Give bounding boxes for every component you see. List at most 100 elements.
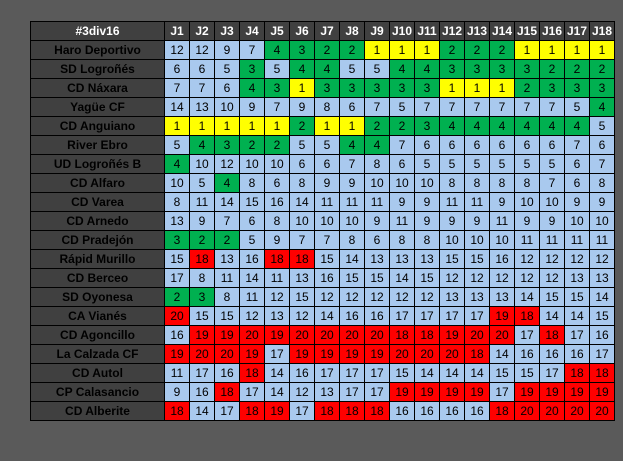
table-row: Haro Deportivo 12 12 9 7 4 3 2 2 1 1 1 2 2 2 1 1 1 1 — [30, 40, 615, 60]
position-cell: 10 — [539, 192, 565, 212]
position-cell: 6 — [564, 154, 590, 174]
position-cell: 5 — [339, 59, 365, 79]
position-cell: 15 — [539, 287, 565, 307]
position-cell: 17 — [214, 401, 240, 421]
position-cell: 14 — [339, 249, 365, 269]
position-cell: 12 — [364, 287, 390, 307]
position-cell: 17 — [439, 306, 465, 326]
position-cell: 17 — [389, 306, 415, 326]
team-name: CD Alberite — [30, 401, 165, 421]
position-cell: 10 — [289, 211, 315, 231]
position-cell: 12 — [214, 154, 240, 174]
position-cell: 18 — [239, 363, 265, 383]
position-cell: 16 — [389, 401, 415, 421]
position-cell: 15 — [164, 249, 190, 269]
position-cell: 11 — [264, 268, 290, 288]
position-cell: 2 — [164, 287, 190, 307]
position-cell: 1 — [489, 78, 515, 98]
team-name: CD Berceo — [30, 268, 165, 288]
position-cell: 11 — [589, 230, 615, 250]
position-cell: 1 — [539, 40, 565, 60]
team-name: CD Autol — [30, 363, 165, 383]
position-cell: 6 — [289, 154, 315, 174]
position-cell: 14 — [539, 306, 565, 326]
column-header: J5 — [264, 21, 290, 41]
column-header: J3 — [214, 21, 240, 41]
position-cell: 3 — [239, 59, 265, 79]
position-cell: 5 — [389, 97, 415, 117]
position-cell: 11 — [314, 192, 340, 212]
position-cell: 1 — [589, 40, 615, 60]
position-cell: 18 — [514, 306, 540, 326]
position-cell: 17 — [264, 344, 290, 364]
position-cell: 15 — [489, 363, 515, 383]
position-cell: 2 — [514, 78, 540, 98]
position-cell: 17 — [539, 363, 565, 383]
position-cell: 1 — [264, 116, 290, 136]
position-cell: 9 — [239, 97, 265, 117]
position-cell: 18 — [314, 401, 340, 421]
position-cell: 2 — [464, 40, 490, 60]
position-cell: 9 — [189, 211, 215, 231]
position-cell: 8 — [189, 268, 215, 288]
column-header: J12 — [439, 21, 465, 41]
position-cell: 15 — [364, 268, 390, 288]
position-cell: 2 — [489, 40, 515, 60]
position-cell: 5 — [514, 154, 540, 174]
position-cell: 20 — [564, 401, 590, 421]
position-cell: 4 — [564, 116, 590, 136]
position-cell: 16 — [539, 344, 565, 364]
position-cell: 20 — [414, 344, 440, 364]
position-cell: 3 — [364, 78, 390, 98]
position-cell: 16 — [589, 325, 615, 345]
position-cell: 3 — [264, 78, 290, 98]
position-cell: 7 — [239, 40, 265, 60]
position-cell: 7 — [264, 97, 290, 117]
column-header: J9 — [364, 21, 390, 41]
table-row: CP Calasancio 9 16 18 17 14 12 13 17 17 19 19 19 19 17… — [30, 382, 615, 402]
position-cell: 14 — [514, 287, 540, 307]
position-cell: 15 — [439, 249, 465, 269]
position-cell: 19 — [514, 382, 540, 402]
position-cell: 16 — [189, 382, 215, 402]
position-cell: 20 — [339, 325, 365, 345]
position-cell: 18 — [414, 325, 440, 345]
position-cell: 5 — [464, 154, 490, 174]
position-cell: 3 — [414, 116, 440, 136]
position-cell: 13 — [214, 249, 240, 269]
position-cell: 8 — [589, 173, 615, 193]
position-cell: 12 — [439, 268, 465, 288]
position-cell: 16 — [564, 344, 590, 364]
position-cell: 20 — [239, 325, 265, 345]
position-cell: 12 — [189, 40, 215, 60]
position-cell: 2 — [314, 40, 340, 60]
position-cell: 6 — [564, 173, 590, 193]
position-cell: 4 — [489, 116, 515, 136]
position-cell: 5 — [214, 59, 240, 79]
position-cell: 13 — [164, 211, 190, 231]
position-cell: 6 — [314, 154, 340, 174]
position-cell: 9 — [489, 192, 515, 212]
position-cell: 17 — [189, 363, 215, 383]
position-cell: 14 — [264, 382, 290, 402]
position-cell: 10 — [364, 173, 390, 193]
position-cell: 16 — [289, 363, 315, 383]
position-cell: 2 — [389, 116, 415, 136]
position-cell: 15 — [314, 249, 340, 269]
position-cell: 7 — [414, 97, 440, 117]
position-cell: 9 — [464, 211, 490, 231]
position-cell: 13 — [364, 249, 390, 269]
position-cell: 4 — [389, 59, 415, 79]
position-cell: 12 — [339, 287, 365, 307]
position-cell: 4 — [439, 116, 465, 136]
position-cell: 11 — [439, 192, 465, 212]
position-cell: 2 — [564, 59, 590, 79]
position-cell: 7 — [214, 211, 240, 231]
position-cell: 19 — [539, 382, 565, 402]
position-cell: 9 — [414, 211, 440, 231]
position-cell: 6 — [464, 135, 490, 155]
position-cell: 11 — [189, 192, 215, 212]
position-cell: 17 — [239, 382, 265, 402]
position-cell: 8 — [389, 230, 415, 250]
position-cell: 19 — [364, 344, 390, 364]
